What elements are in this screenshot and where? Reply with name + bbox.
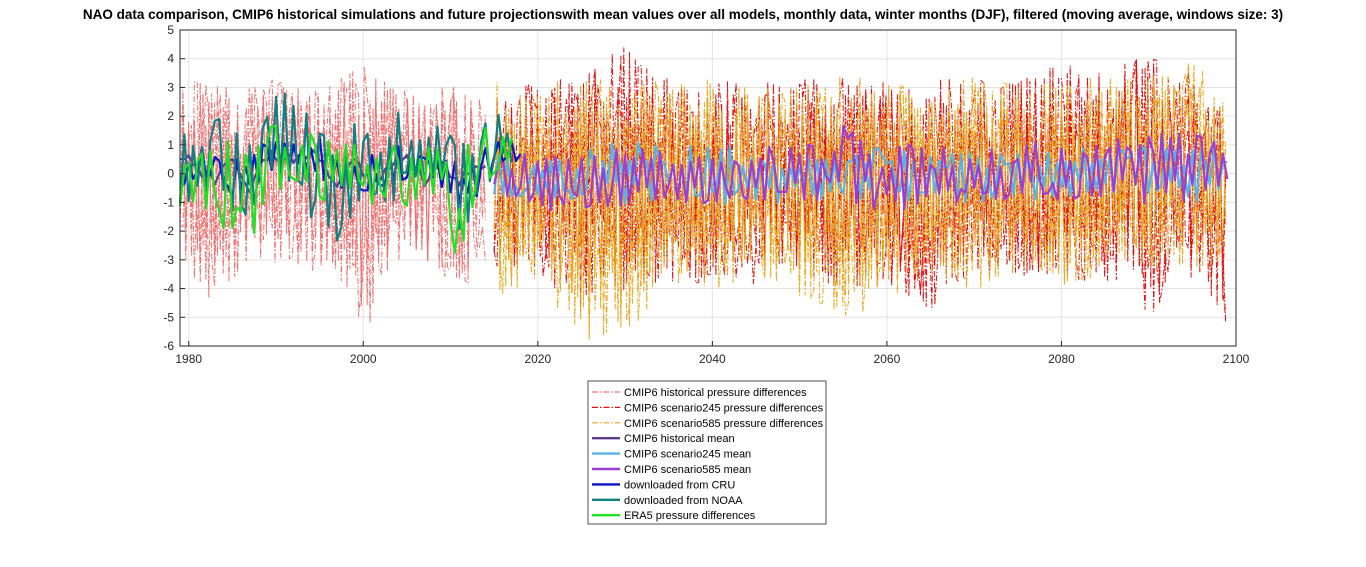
y-tick-label: -2: [163, 224, 174, 238]
series-line-cmip6-scenario585-pressure-differences: [493, 73, 1227, 341]
legend-label: downloaded from NOAA: [624, 495, 743, 507]
y-tick-label: -5: [163, 310, 174, 324]
series-line-era5-pressure-differences: [178, 124, 513, 254]
x-axis-ticks: 1980 2000 2020 2040 2060 2080 2100: [175, 341, 1250, 366]
x-tick-label: 2100: [1223, 352, 1250, 366]
y-tick-label: 4: [167, 52, 174, 66]
y-tick-label: 1: [167, 138, 174, 152]
series-line-cmip6-scenario245-pressure-differences: [493, 58, 1227, 324]
series-line-downloaded-from-noaa: [178, 92, 513, 242]
legend-label: CMIP6 historical pressure differences: [624, 387, 807, 399]
y-axis-ticks: 5 4 3 2 1 0 -1 -2 -3 -4 -5 -6: [163, 23, 185, 353]
series-line-cmip6-historical-pressure-differences: [179, 73, 486, 317]
series-line-cmip6-scenario585-pressure-differences: [493, 63, 1227, 333]
y-tick-label: 5: [167, 23, 174, 37]
plot-frame: [179, 29, 1237, 347]
chart-title: NAO data comparison, CMIP6 historical si…: [83, 7, 1283, 22]
y-tick-label: -6: [163, 339, 174, 353]
y-tick-label: 3: [167, 80, 174, 94]
legend-label: CMIP6 scenario585 pressure differences: [624, 418, 824, 430]
series-line-cmip6-scenario245-pressure-differences: [493, 47, 1227, 310]
y-tick-label: -4: [163, 282, 174, 296]
y-tick-label: -1: [163, 195, 174, 209]
x-tick-label: 2080: [1048, 352, 1075, 366]
series-line-cmip6-scenario585-mean: [493, 124, 1229, 212]
x-tick-label: 2060: [874, 352, 901, 366]
y-tick-label: 2: [167, 109, 174, 123]
series-line-cmip6-historical-pressure-differences: [179, 80, 486, 298]
legend-box: [587, 380, 827, 525]
series-line-cmip6-scenario245-mean: [493, 141, 1228, 206]
x-tick-label: 1980: [175, 352, 202, 366]
x-tick-label: 2020: [524, 352, 551, 366]
legend-label: ERA5 pressure differences: [624, 510, 756, 522]
series-layer: [178, 47, 1229, 341]
legend-label: CMIP6 scenario585 mean: [624, 464, 751, 476]
legend-label: downloaded from CRU: [624, 479, 735, 491]
legend-label: CMIP6 historical mean: [624, 433, 735, 445]
legend-label: CMIP6 scenario245 mean: [624, 449, 751, 461]
x-tick-label: 2040: [699, 352, 726, 366]
y-tick-label: 0: [167, 167, 174, 181]
legend-label: CMIP6 scenario245 pressure differences: [624, 402, 824, 414]
x-tick-label: 2000: [350, 352, 377, 366]
y-tick-label: -3: [163, 253, 174, 267]
legend: CMIP6 historical pressure differences CMI…: [587, 380, 827, 525]
